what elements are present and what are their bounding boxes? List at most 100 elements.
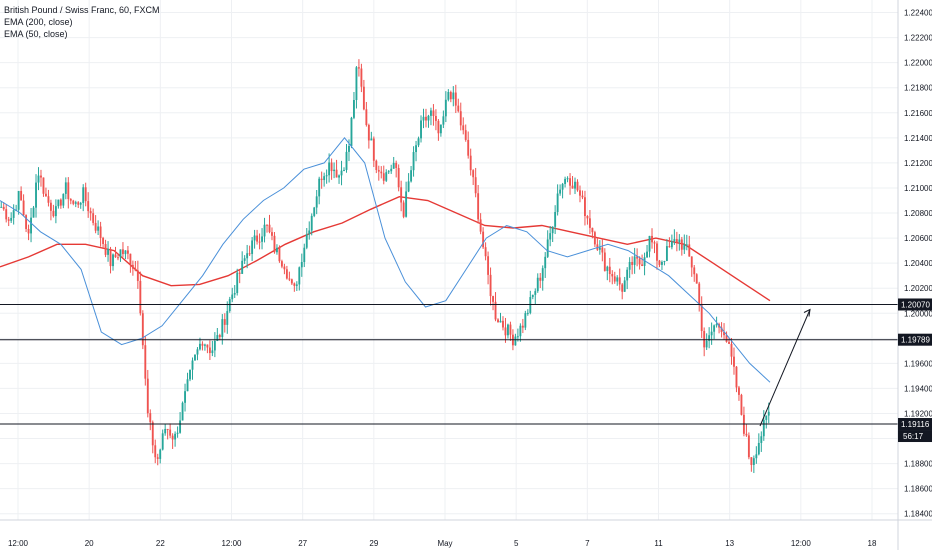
candle[interactable] xyxy=(208,340,211,361)
candle[interactable] xyxy=(623,276,626,292)
candle[interactable] xyxy=(280,259,283,269)
candle[interactable] xyxy=(231,287,234,303)
candle[interactable] xyxy=(84,182,87,207)
candle[interactable] xyxy=(502,316,504,331)
candle[interactable] xyxy=(213,332,216,358)
candle[interactable] xyxy=(251,237,254,261)
candle[interactable] xyxy=(457,98,460,113)
candle[interactable] xyxy=(372,136,375,167)
candle[interactable] xyxy=(392,156,395,169)
candle[interactable] xyxy=(338,174,340,184)
candle[interactable] xyxy=(122,242,124,258)
candle[interactable] xyxy=(554,205,557,235)
candle[interactable] xyxy=(181,401,184,421)
candle[interactable] xyxy=(218,333,221,341)
candle[interactable] xyxy=(529,290,532,315)
candle[interactable] xyxy=(459,102,462,131)
candle[interactable] xyxy=(375,159,378,174)
candle[interactable] xyxy=(521,318,524,334)
candle[interactable] xyxy=(0,201,3,208)
candle[interactable] xyxy=(526,309,529,316)
candle[interactable] xyxy=(693,264,696,282)
candle[interactable] xyxy=(564,176,567,188)
candle[interactable] xyxy=(136,260,139,289)
candle[interactable] xyxy=(760,431,763,452)
candle[interactable] xyxy=(559,184,562,196)
candle[interactable] xyxy=(253,229,256,249)
candle[interactable] xyxy=(276,244,278,255)
candle[interactable] xyxy=(668,237,671,248)
candle[interactable] xyxy=(437,119,440,141)
candle[interactable] xyxy=(385,169,388,183)
candle[interactable] xyxy=(705,333,708,351)
candle[interactable] xyxy=(747,432,750,460)
candle[interactable] xyxy=(641,254,644,267)
candle[interactable] xyxy=(598,240,601,255)
candle[interactable] xyxy=(651,228,653,249)
candle[interactable] xyxy=(469,148,472,176)
candle[interactable] xyxy=(139,271,142,316)
candle[interactable] xyxy=(631,256,634,275)
candle[interactable] xyxy=(308,221,311,240)
candle[interactable] xyxy=(576,179,579,192)
candle[interactable] xyxy=(462,117,465,135)
candle[interactable] xyxy=(613,271,616,284)
candle[interactable] xyxy=(680,236,683,256)
candle[interactable] xyxy=(370,131,373,141)
candle[interactable] xyxy=(497,318,499,323)
legend-title[interactable]: British Pound / Swiss Franc, 60, FXCM xyxy=(4,5,160,15)
candle[interactable] xyxy=(159,448,162,464)
candle[interactable] xyxy=(507,323,509,339)
candle[interactable] xyxy=(355,66,358,109)
candle[interactable] xyxy=(216,327,219,342)
candle[interactable] xyxy=(94,215,97,234)
candle[interactable] xyxy=(472,169,475,186)
candle[interactable] xyxy=(223,313,226,333)
candle[interactable] xyxy=(665,239,668,262)
candle[interactable] xyxy=(477,184,480,224)
candle[interactable] xyxy=(345,143,348,173)
candle[interactable] xyxy=(494,292,497,322)
candle[interactable] xyxy=(196,347,199,361)
candle[interactable] xyxy=(415,140,417,162)
candle[interactable] xyxy=(37,167,40,191)
candle[interactable] xyxy=(661,260,663,270)
candle[interactable] xyxy=(360,63,363,93)
candle[interactable] xyxy=(710,322,713,345)
candle[interactable] xyxy=(728,337,730,344)
candle[interactable] xyxy=(596,237,599,251)
candle[interactable] xyxy=(742,406,745,437)
candle[interactable] xyxy=(648,235,651,258)
candle[interactable] xyxy=(328,153,331,183)
candle[interactable] xyxy=(380,166,383,179)
candle[interactable] xyxy=(611,270,614,285)
candle[interactable] xyxy=(591,227,594,239)
candle[interactable] xyxy=(203,343,206,351)
candle[interactable] xyxy=(298,266,301,291)
candle[interactable] xyxy=(305,228,308,250)
candle[interactable] xyxy=(335,159,338,178)
candle[interactable] xyxy=(524,310,527,331)
candle[interactable] xyxy=(735,366,738,393)
candle[interactable] xyxy=(725,331,728,343)
candle[interactable] xyxy=(129,253,132,273)
candle[interactable] xyxy=(539,272,542,289)
candle[interactable] xyxy=(492,295,494,311)
candle[interactable] xyxy=(194,354,196,361)
candle[interactable] xyxy=(156,453,159,466)
candle[interactable] xyxy=(730,338,733,365)
candle[interactable] xyxy=(362,79,365,111)
candle[interactable] xyxy=(700,296,703,338)
candle[interactable] xyxy=(69,198,72,205)
candle[interactable] xyxy=(367,123,370,149)
candle[interactable] xyxy=(82,184,85,212)
candle[interactable] xyxy=(62,193,65,209)
candle[interactable] xyxy=(59,198,62,209)
candle[interactable] xyxy=(536,273,539,293)
candle[interactable] xyxy=(566,176,569,183)
legend-ema-50[interactable]: EMA (50, close) xyxy=(4,29,68,39)
candle[interactable] xyxy=(343,167,345,172)
candle[interactable] xyxy=(243,255,246,264)
candle[interactable] xyxy=(755,446,758,464)
candle[interactable] xyxy=(422,108,425,129)
